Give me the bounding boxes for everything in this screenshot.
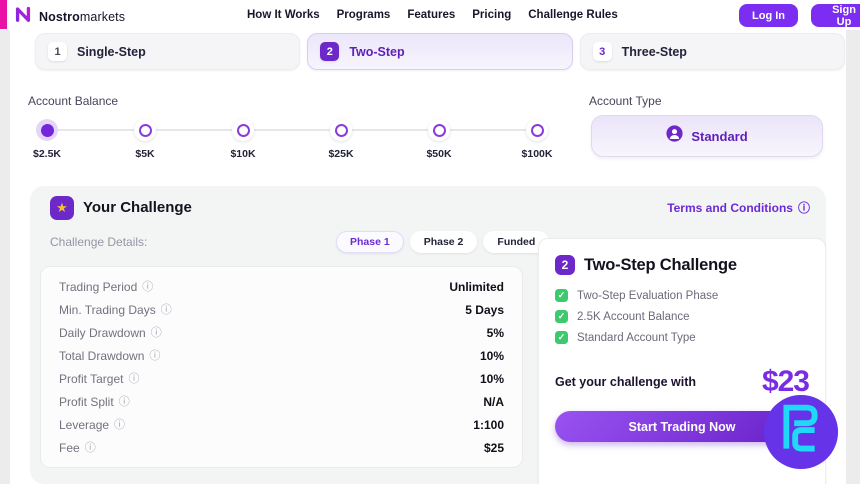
info-icon[interactable]: ⓘ [160, 303, 172, 316]
summary-title: Two-Step Challenge [584, 255, 737, 274]
right-edge-strip [846, 30, 860, 484]
radio-dot [526, 119, 548, 141]
detail-row-total-drawdown: Total Drawdown ⓘ 10% [59, 349, 504, 363]
nav-link-how-it-works[interactable]: How It Works [247, 9, 320, 21]
brand-logo-icon [13, 4, 33, 29]
feature-list: ✓ Two-Step Evaluation Phase ✓ 2.5K Accou… [555, 289, 809, 344]
main-nav: How It Works Programs Features Pricing C… [247, 0, 618, 30]
step-number-badge: 2 [555, 255, 575, 275]
challenge-details-label: Challenge Details: [50, 235, 148, 249]
step-tab-label: Single-Step [77, 44, 146, 59]
nav-link-pricing[interactable]: Pricing [472, 9, 512, 21]
step-tab-label: Two-Step [349, 44, 405, 59]
detail-value: 10% [479, 372, 504, 386]
stepper-track [47, 129, 537, 131]
detail-row-profit-target: Profit Target ⓘ 10% [59, 372, 504, 386]
balance-option-100k[interactable]: $100K [512, 119, 562, 160]
detail-value: $25 [483, 441, 504, 455]
price-value: $23 [761, 365, 810, 398]
detail-value: 10% [479, 349, 504, 363]
signup-button[interactable]: Sign Up [811, 4, 860, 28]
info-icon[interactable]: ⓘ [118, 395, 130, 408]
step-number-badge: 2 [320, 42, 340, 61]
info-icon[interactable]: ⓘ [142, 280, 154, 293]
phase-tabs: Phase 1 Phase 2 Funded [336, 231, 550, 253]
info-icon[interactable]: ⓘ [114, 418, 126, 431]
step-tab-label: Three-Step [621, 44, 687, 59]
account-type-standard-button[interactable]: Standard [591, 115, 823, 157]
radio-dot [36, 119, 58, 141]
tab-funded[interactable]: Funded [483, 231, 550, 253]
account-balance-label: Account Balance [28, 94, 119, 108]
detail-row-daily-drawdown: Daily Drawdown ⓘ 5% [59, 326, 504, 340]
info-icon[interactable]: ⓘ [150, 326, 162, 339]
info-icon[interactable]: ⓘ [128, 372, 140, 385]
tab-two-step[interactable]: 2 Two-Step [307, 33, 573, 70]
feature-item: ✓ Standard Account Type [555, 331, 809, 344]
tab-phase-2[interactable]: Phase 2 [409, 231, 478, 253]
login-button[interactable]: Log In [739, 4, 798, 27]
step-number-badge: 1 [48, 42, 67, 61]
user-icon [666, 125, 683, 147]
terms-and-conditions-link[interactable]: Terms and Conditions ⓘ [667, 201, 810, 215]
balance-option-5k[interactable]: $5K [120, 119, 170, 160]
info-icon[interactable]: ⓘ [84, 441, 96, 454]
tab-single-step[interactable]: 1 Single-Step [35, 33, 301, 70]
radio-dot [134, 119, 156, 141]
check-icon: ✓ [555, 331, 568, 344]
detail-row-fee: Fee ⓘ $25 [59, 441, 504, 455]
balance-option-50k[interactable]: $50K [414, 119, 464, 160]
detail-row-leverage: Leverage ⓘ 1:100 [59, 418, 504, 432]
challenge-summary-card: 2 Two-Step Challenge ✓ Two-Step Evaluati… [538, 238, 826, 484]
challenge-details-table: Trading Period ⓘ Unlimited Min. Trading D… [40, 266, 523, 468]
account-type-value: Standard [691, 128, 748, 144]
radio-dot [232, 119, 254, 141]
info-icon: ⓘ [797, 201, 810, 215]
nav-link-programs[interactable]: Programs [336, 9, 391, 21]
account-type-label: Account Type [589, 94, 662, 108]
balance-option-10k[interactable]: $10K [218, 119, 268, 160]
radio-dot [330, 119, 352, 141]
detail-value: 5% [486, 326, 504, 340]
detail-row-trading-period: Trading Period ⓘ Unlimited [59, 280, 504, 294]
corner-accent [0, 0, 7, 29]
radio-dot [428, 119, 450, 141]
detail-value: N/A [483, 395, 504, 409]
watermark-logo [762, 393, 840, 471]
feature-item: ✓ 2.5K Account Balance [555, 310, 809, 323]
check-icon: ✓ [555, 289, 568, 302]
step-type-tabs: 1 Single-Step 2 Two-Step 3 Three-Step [35, 33, 845, 70]
balance-option-25k[interactable]: $25K [316, 119, 366, 160]
price-label: Get your challenge with [555, 375, 696, 389]
check-icon: ✓ [555, 310, 568, 323]
nav-link-challenge-rules[interactable]: Challenge Rules [528, 9, 618, 21]
detail-row-min-trading-days: Min. Trading Days ⓘ 5 Days [59, 303, 504, 317]
brand-logo[interactable]: Nostromarkets [13, 4, 125, 29]
detail-row-profit-split: Profit Split ⓘ N/A [59, 395, 504, 409]
detail-value: Unlimited [449, 280, 504, 294]
info-icon[interactable]: ⓘ [149, 349, 161, 362]
brand-name: Nostromarkets [39, 9, 126, 24]
your-challenge-section: ★ Your Challenge Terms and Conditions ⓘ … [30, 186, 826, 484]
step-number-badge: 3 [592, 42, 612, 61]
detail-value: 1:100 [473, 418, 504, 432]
feature-item: ✓ Two-Step Evaluation Phase [555, 289, 809, 302]
account-balance-stepper: $2.5K $5K $10K $25K $50K $100K [22, 119, 562, 163]
left-edge-strip [0, 30, 10, 484]
star-icon: ★ [50, 196, 74, 220]
section-title: Your Challenge [83, 199, 192, 216]
tab-three-step[interactable]: 3 Three-Step [579, 33, 845, 70]
nav-link-features[interactable]: Features [407, 9, 456, 21]
detail-value: 5 Days [465, 303, 504, 317]
balance-option-2-5k[interactable]: $2.5K [22, 119, 72, 160]
tab-phase-1[interactable]: Phase 1 [336, 231, 404, 253]
navbar: Nostromarkets How It Works Programs Feat… [0, 0, 860, 30]
